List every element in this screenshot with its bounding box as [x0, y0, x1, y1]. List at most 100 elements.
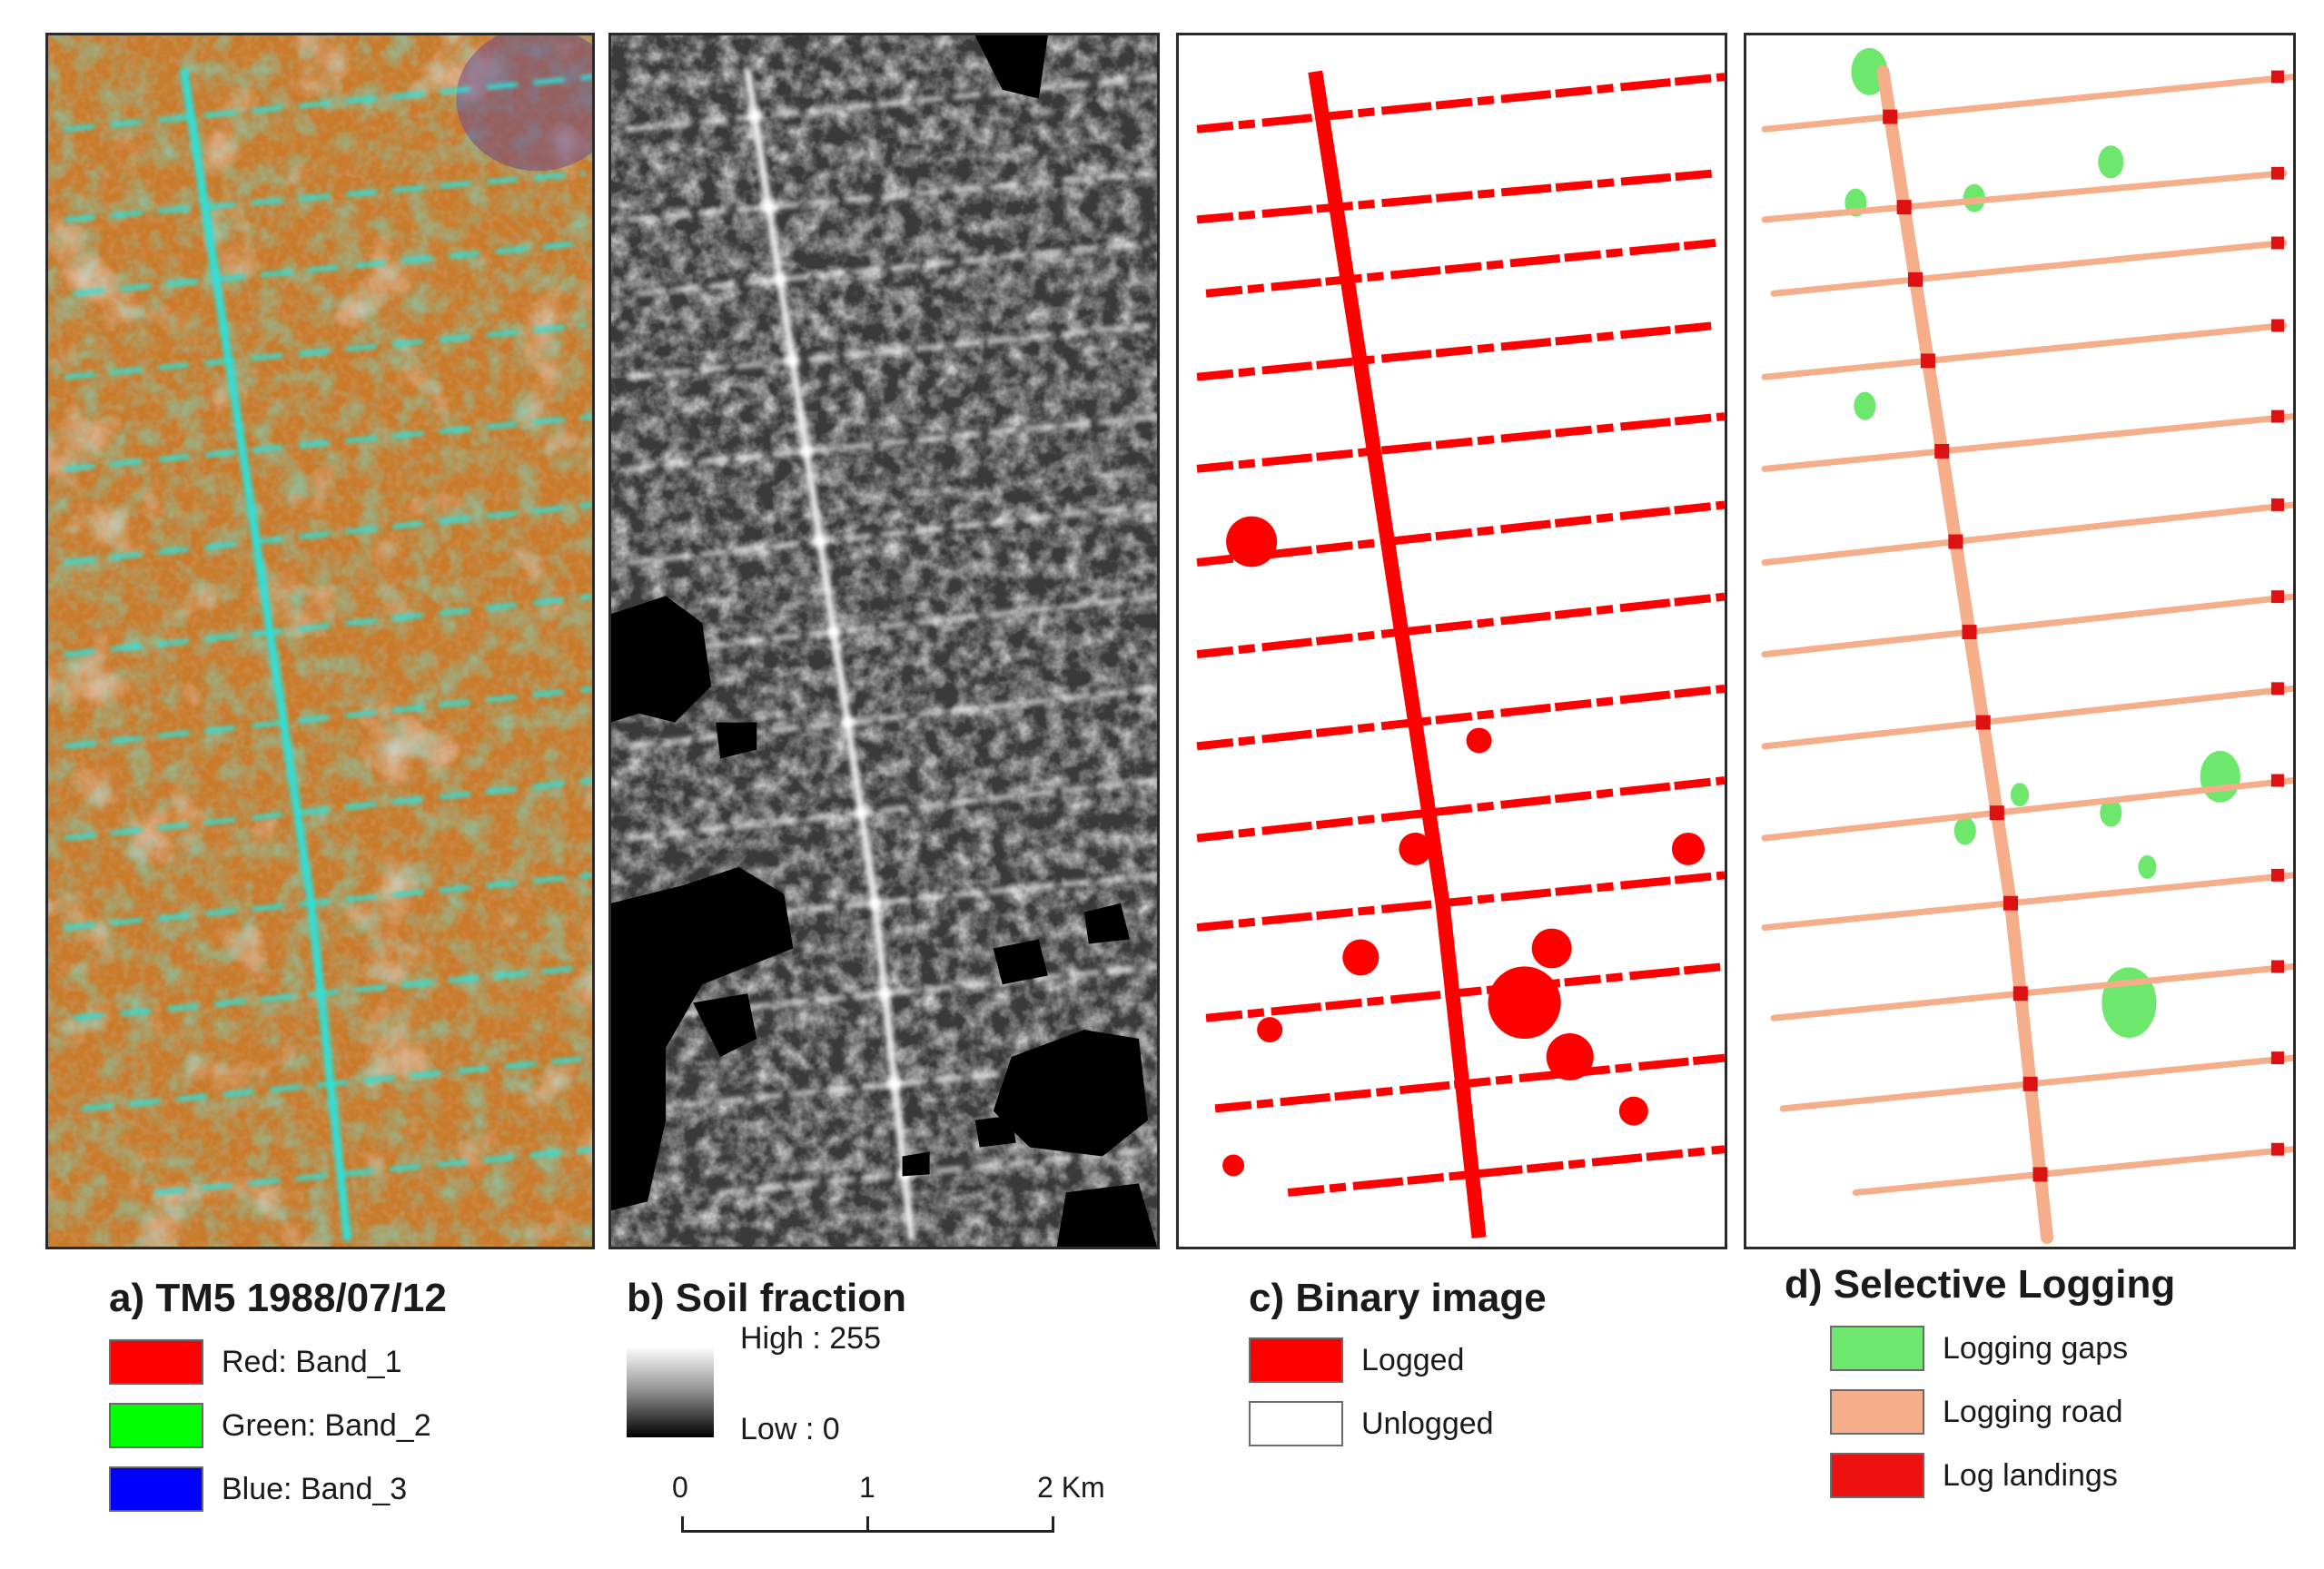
scale-tick-1	[866, 1516, 869, 1533]
spur-road-logged	[1196, 169, 1716, 224]
bright-landing-spot	[772, 271, 787, 287]
log-landing	[2270, 960, 2284, 973]
bright-landing-spot	[877, 986, 893, 1002]
spur-road-cyan	[64, 322, 586, 380]
legend-selective-logging: d) Selective Logging Logging gaps Loggin…	[1785, 1262, 2176, 1498]
spur-road-cyan	[64, 502, 592, 565]
spur-road-logged	[1196, 500, 1725, 567]
spur-road-cyan	[64, 171, 586, 222]
logged-cluster	[1466, 727, 1492, 754]
logging-gap	[2138, 854, 2157, 879]
spur-road-logged	[1196, 321, 1716, 381]
bright-landing-spot	[887, 1076, 903, 1091]
scale-label-2: 2 Km	[1037, 1471, 1105, 1504]
log-landing	[2270, 774, 2284, 787]
spur-logging-road	[1761, 501, 2293, 566]
legend-label-road: Logging road	[1943, 1394, 2123, 1429]
spur-road-logged	[1287, 1145, 1725, 1197]
legend-label-logged: Logged	[1361, 1342, 1465, 1377]
main-logging-road	[1876, 64, 2054, 1245]
spur-road-cyan	[73, 240, 586, 296]
tm5-image	[48, 35, 592, 1247]
legend-title-d: d) Selective Logging	[1785, 1262, 2176, 1307]
log-landing	[1989, 805, 2004, 821]
legend-item-road: Logging road	[1830, 1389, 2123, 1435]
logging-gap	[1953, 816, 1976, 845]
legend-soil-fraction: b) Soil fraction High : 255 Low : 0	[627, 1276, 906, 1446]
logged-cluster	[1342, 939, 1380, 976]
log-landings-layer	[1883, 70, 2284, 1182]
logging-gap	[2098, 145, 2124, 179]
log-landing	[2270, 1142, 2284, 1156]
log-landing	[2003, 895, 2018, 911]
legend-item-logged: Logged	[1249, 1337, 1464, 1383]
cyan-road-network	[64, 67, 592, 1242]
logged-cluster	[1222, 1154, 1245, 1177]
logging-gap	[1854, 391, 1876, 420]
spur-road-cyan	[154, 1147, 592, 1195]
spur-road-logged	[1205, 962, 1725, 1022]
legend-binary-image: c) Binary image Logged Unlogged	[1249, 1276, 1547, 1446]
logged-cluster	[1257, 1017, 1283, 1043]
scale-label-0: 0	[672, 1471, 688, 1504]
bright-landing-spot	[761, 200, 776, 215]
bright-landing-spot	[747, 109, 762, 124]
scale-bar: 0 1 2 Km	[663, 1471, 1105, 1544]
log-landing	[2270, 166, 2284, 180]
spur-road-cyan	[64, 778, 592, 841]
legend-title-b: b) Soil fraction	[627, 1276, 906, 1320]
logged-cluster	[1546, 1033, 1594, 1081]
logged-cluster	[1399, 833, 1432, 865]
binary-image-panel	[1176, 33, 1727, 1249]
masked-cloud-areas	[611, 35, 1157, 1247]
legend-item-green: Green: Band_2	[109, 1403, 431, 1448]
legend-label-red: Red: Band_1	[222, 1344, 402, 1379]
log-landing	[2032, 1167, 2048, 1182]
legend-label-landings: Log landings	[1943, 1457, 2118, 1493]
log-landing	[1962, 625, 1977, 640]
spur-road-cyan	[64, 686, 592, 749]
log-landing	[1907, 271, 1923, 287]
logged-cluster	[1488, 966, 1561, 1040]
main-road-cyan	[180, 67, 351, 1242]
spur-road-logged	[1196, 871, 1725, 933]
legend-title-a: a) TM5 1988/07/12	[109, 1276, 447, 1320]
low-label: Low : 0	[740, 1412, 840, 1446]
bright-landing-spot	[812, 534, 828, 549]
log-landing	[1883, 109, 1898, 124]
logged-pixels	[1196, 70, 1725, 1238]
bright-landing-spot	[798, 443, 814, 459]
binary-image	[1196, 70, 1725, 1238]
scale-tick-2	[1052, 1516, 1054, 1533]
spur-road-logged	[1196, 776, 1725, 843]
soil-gradient-ramp	[627, 1347, 714, 1437]
logged-cluster	[1618, 1096, 1648, 1126]
spur-logging-road	[1761, 593, 2293, 658]
spur-logging-road	[1761, 321, 2288, 380]
spur-road-logged	[1196, 684, 1725, 751]
legend-item-gaps: Logging gaps	[1830, 1326, 2128, 1371]
logging-gap	[2010, 783, 2030, 807]
log-landing	[2012, 986, 2028, 1002]
log-landing	[2270, 868, 2284, 882]
spur-logging-road	[1770, 239, 2288, 297]
spur-road-logged	[1196, 592, 1725, 659]
logged-swatch	[1249, 1337, 1343, 1383]
log-landing	[2270, 498, 2284, 511]
spur-logging-road	[1761, 685, 2293, 750]
spur-road-cyan	[82, 1055, 592, 1111]
bright-landing-spot	[840, 715, 855, 730]
spur-road-bright	[636, 240, 1151, 296]
log-landing	[2270, 682, 2284, 696]
spur-logging-road	[1761, 872, 2293, 932]
logged-cluster	[1531, 928, 1572, 969]
legend-item-landings: Log landings	[1830, 1453, 2118, 1498]
scale-tick-0	[681, 1516, 684, 1533]
log-landing	[2270, 319, 2284, 332]
legend-item-red: Red: Band_1	[109, 1339, 402, 1385]
legend-tm5: a) TM5 1988/07/12 Red: Band_1 Green: Ban…	[109, 1276, 447, 1512]
log-landing	[2270, 590, 2284, 604]
log-landing	[2022, 1076, 2038, 1091]
legend-item-blue: Blue: Band_3	[109, 1466, 407, 1512]
selective-logging-map	[1761, 47, 2293, 1245]
